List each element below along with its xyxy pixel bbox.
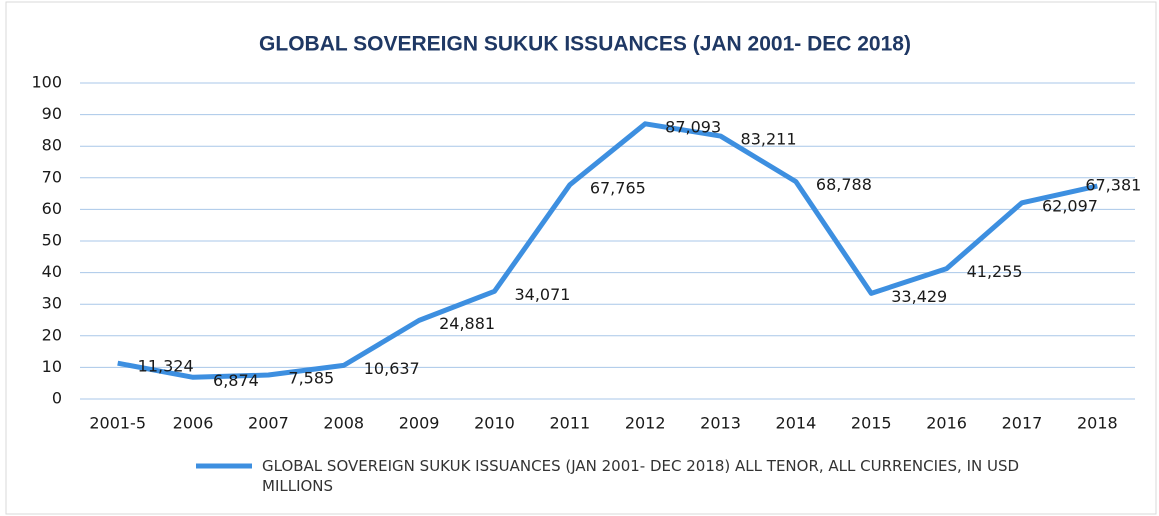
y-tick-label: 100 xyxy=(31,73,62,92)
data-label: 7,585 xyxy=(288,369,334,388)
x-tick-label: 2016 xyxy=(926,414,967,433)
chart-border xyxy=(5,1,1157,515)
data-label: 62,097 xyxy=(1042,196,1098,215)
x-tick-label: 2018 xyxy=(1077,414,1118,433)
data-label: 87,093 xyxy=(665,117,721,136)
y-tick-label: 80 xyxy=(42,136,62,155)
data-label: 34,071 xyxy=(514,285,570,304)
data-label: 6,874 xyxy=(213,371,259,390)
x-tick-label: 2014 xyxy=(776,414,817,433)
x-tick-label: 2009 xyxy=(399,414,440,433)
y-tick-label: 10 xyxy=(42,357,62,376)
legend-label: GLOBAL SOVEREIGN SUKUK ISSUANCES (JAN 20… xyxy=(262,457,1020,495)
x-tick-label: 2006 xyxy=(173,414,214,433)
x-tick-label: 2011 xyxy=(549,414,590,433)
data-label: 33,429 xyxy=(891,287,947,306)
y-tick-label: 70 xyxy=(42,167,62,186)
x-tick-label: 2015 xyxy=(851,414,892,433)
x-tick-label: 2001-5 xyxy=(89,414,146,433)
x-tick-label: 2013 xyxy=(700,414,741,433)
x-tick-label: 2008 xyxy=(323,414,364,433)
data-label: 68,788 xyxy=(816,175,872,194)
x-tick-label: 2010 xyxy=(474,414,515,433)
x-tick-label: 2017 xyxy=(1002,414,1043,433)
data-label: 11,324 xyxy=(138,357,194,376)
data-label: 67,381 xyxy=(1085,176,1141,195)
data-label: 41,255 xyxy=(967,262,1023,281)
x-tick-label: 2012 xyxy=(625,414,666,433)
y-tick-label: 60 xyxy=(42,199,62,218)
y-tick-label: 20 xyxy=(42,325,62,344)
line-series xyxy=(117,121,1098,380)
x-tick-label: 2007 xyxy=(248,414,289,433)
data-label: 10,637 xyxy=(364,359,420,378)
y-tick-label: 40 xyxy=(42,262,62,281)
data-label: 67,765 xyxy=(590,178,646,197)
y-tick-label: 0 xyxy=(52,389,62,408)
data-label: 83,211 xyxy=(741,130,797,149)
data-label: 24,881 xyxy=(439,314,495,333)
chart-title: GLOBAL SOVEREIGN SUKUK ISSUANCES (JAN 20… xyxy=(259,33,911,56)
y-tick-label: 90 xyxy=(42,104,62,123)
y-tick-label: 30 xyxy=(42,294,62,313)
y-tick-label: 50 xyxy=(42,231,62,250)
